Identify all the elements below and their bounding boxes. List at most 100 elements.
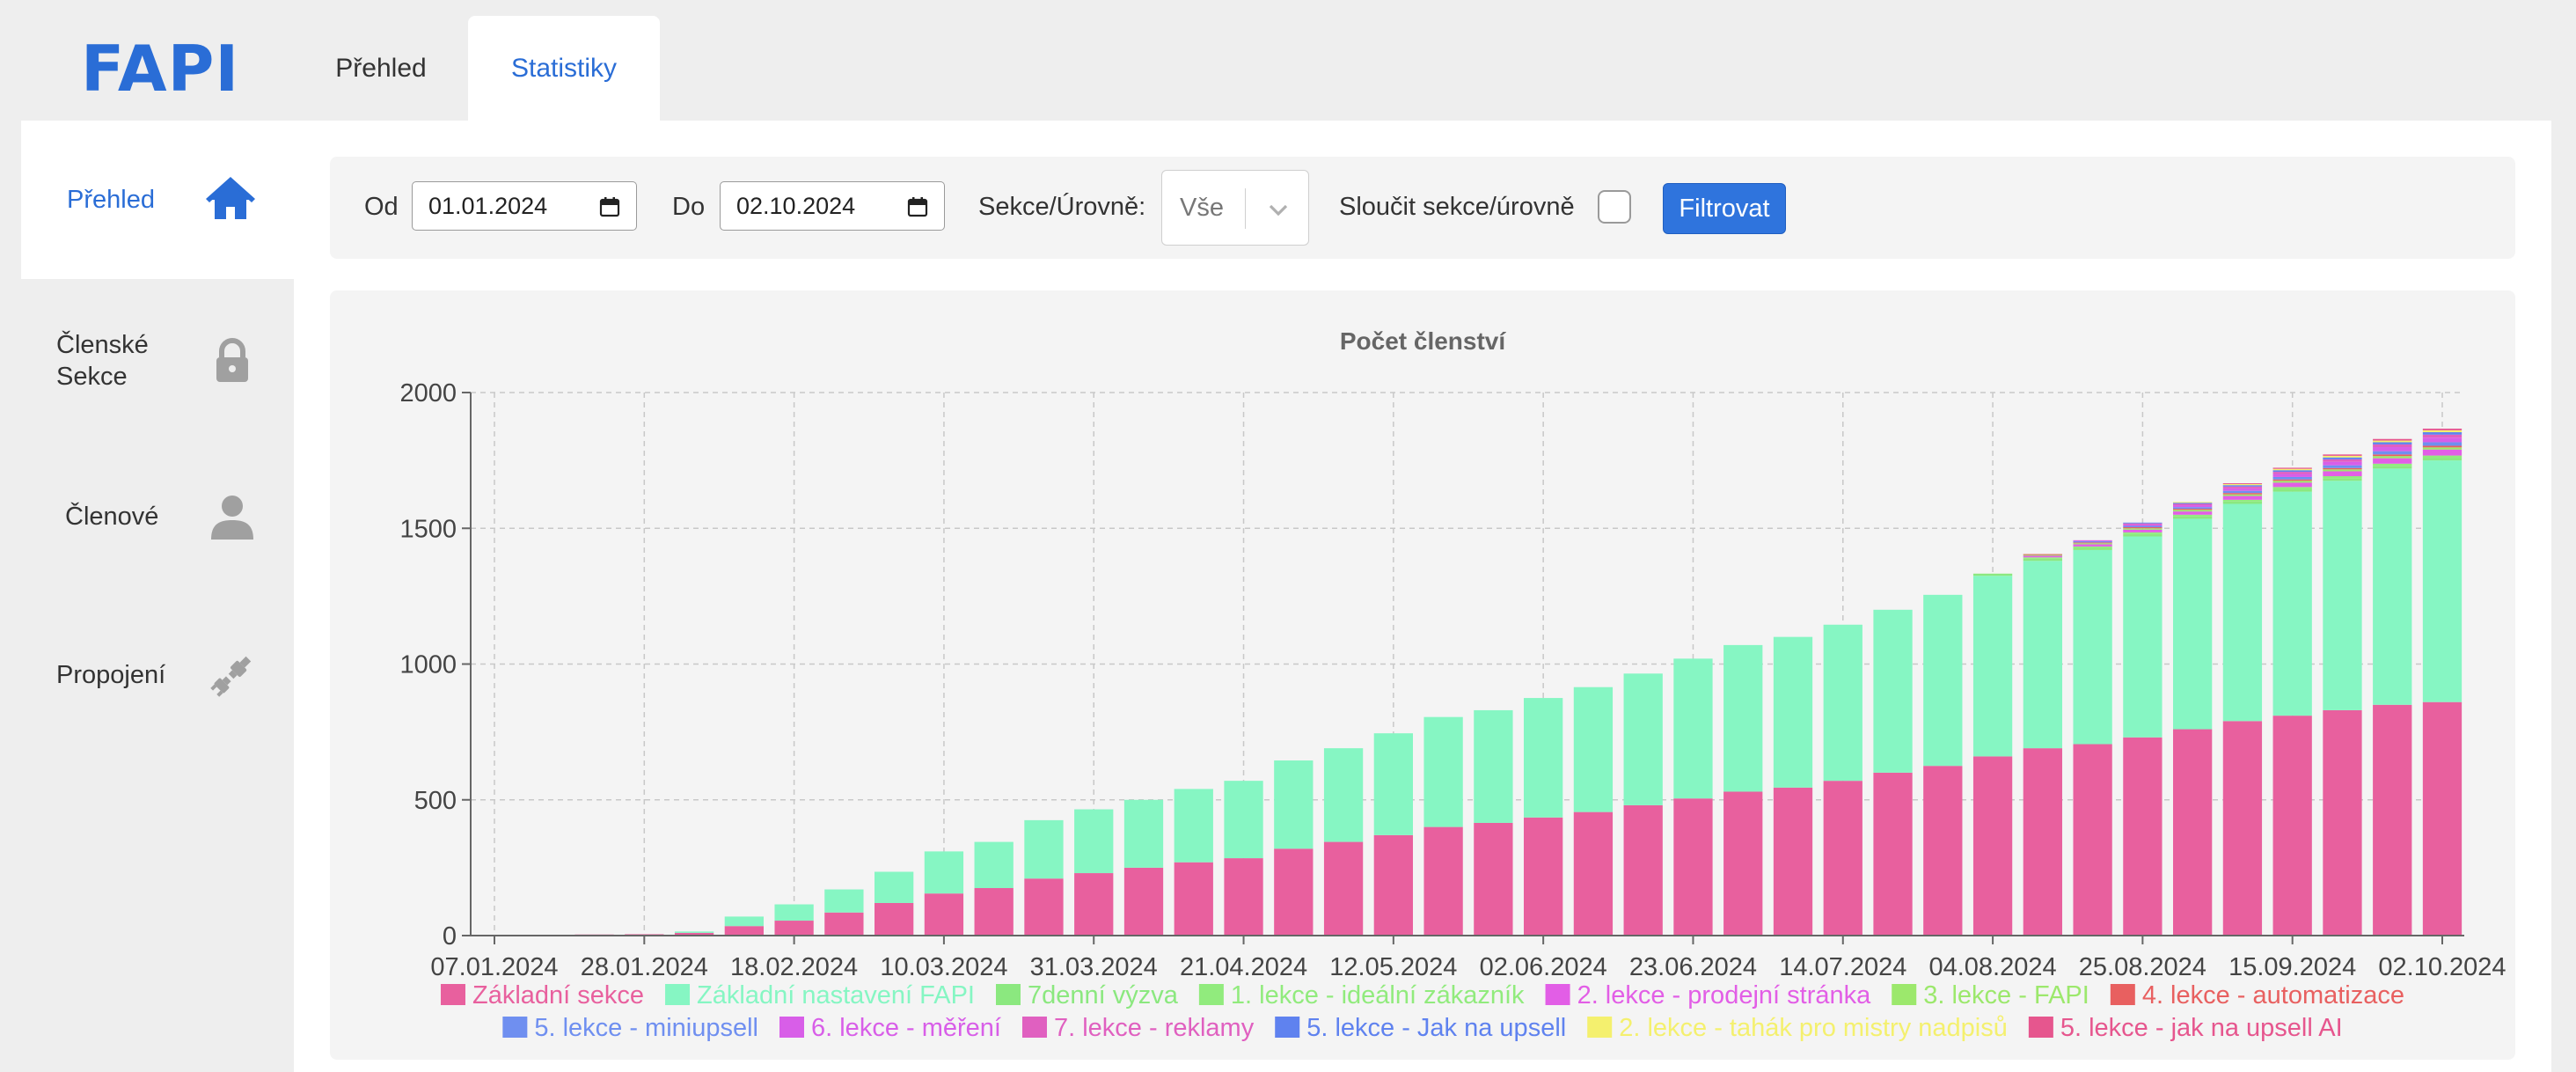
bar-segment[interactable] [2422, 449, 2463, 456]
bar-segment[interactable] [2222, 499, 2263, 502]
legend-item[interactable]: 3. lekce - FAPI [1892, 981, 2089, 1010]
legend-item[interactable]: 7. lekce - reklamy [1021, 1014, 1255, 1042]
bar-segment[interactable] [1074, 873, 1114, 936]
bar-segment[interactable] [2272, 467, 2312, 469]
bar-segment[interactable] [2373, 463, 2412, 466]
bar-segment[interactable] [2123, 524, 2163, 526]
bar-segment[interactable] [1123, 867, 1164, 936]
legend-item[interactable]: Základní nastavení FAPI [665, 981, 975, 1010]
bar-segment[interactable] [2422, 460, 2463, 702]
bar-segment[interactable] [2173, 514, 2213, 517]
legend-item[interactable]: 5. lekce - Jak na upsell [1275, 1014, 1566, 1042]
bar-segment[interactable] [2123, 737, 2163, 936]
bar-segment[interactable] [2073, 541, 2112, 543]
bar-segment[interactable] [1474, 709, 1513, 823]
bar-segment[interactable] [1723, 644, 1763, 792]
bar-segment[interactable] [2422, 445, 2463, 448]
bar-segment[interactable] [2422, 434, 2463, 438]
bar-segment[interactable] [2173, 509, 2213, 510]
bar-segment[interactable] [1923, 766, 1963, 936]
bar-segment[interactable] [2222, 485, 2263, 487]
bar-segment[interactable] [2173, 510, 2213, 512]
bar-segment[interactable] [875, 871, 914, 903]
bar-segment[interactable] [2073, 549, 2112, 745]
bar-segment[interactable] [2023, 555, 2062, 558]
bar-segment[interactable] [2023, 554, 2062, 556]
bar-segment[interactable] [2323, 478, 2362, 481]
bar-segment[interactable] [2422, 701, 2463, 936]
bar-segment[interactable] [1423, 826, 1463, 936]
bar-segment[interactable] [2073, 543, 2112, 545]
bar-segment[interactable] [2173, 518, 2213, 730]
bar-segment[interactable] [2422, 447, 2463, 450]
bar-segment[interactable] [2023, 748, 2062, 936]
bar-segment[interactable] [2272, 482, 2312, 488]
bar-segment[interactable] [1274, 848, 1314, 936]
bar-segment[interactable] [1673, 658, 1713, 799]
bar-segment[interactable] [2323, 709, 2362, 936]
bar-segment[interactable] [1623, 673, 1663, 805]
legend-item[interactable]: 2. lekce - prodejní stránka [1545, 981, 1872, 1010]
bar-segment[interactable] [2123, 527, 2163, 529]
bar-segment[interactable] [774, 921, 814, 936]
bar-segment[interactable] [2373, 438, 2412, 441]
bar-segment[interactable] [2222, 496, 2263, 500]
bar-segment[interactable] [2323, 457, 2362, 459]
bar-segment[interactable] [2073, 547, 2112, 550]
bar-segment[interactable] [1873, 772, 1913, 936]
bar-segment[interactable] [2023, 558, 2062, 562]
bar-segment[interactable] [2023, 554, 2062, 555]
bar-segment[interactable] [2222, 488, 2263, 491]
bar-segment[interactable] [1573, 811, 1614, 936]
bar-segment[interactable] [2073, 542, 2112, 544]
bar-segment[interactable] [2123, 528, 2163, 530]
legend-item[interactable]: 2. lekce - tahák pro mistry nadpisů [1587, 1014, 2008, 1042]
bar-segment[interactable] [2123, 525, 2163, 528]
bar-segment[interactable] [2272, 481, 2312, 483]
bar-segment[interactable] [1074, 809, 1114, 874]
bar-segment[interactable] [1373, 733, 1413, 835]
bar-segment[interactable] [2222, 503, 2263, 722]
bar-segment[interactable] [2272, 474, 2312, 477]
bar-segment[interactable] [2222, 721, 2263, 936]
bar-segment[interactable] [2323, 481, 2362, 710]
bar-segment[interactable] [2173, 507, 2213, 510]
bar-segment[interactable] [2373, 466, 2412, 469]
legend-item[interactable]: 7denní výzva [996, 981, 1179, 1010]
bar-segment[interactable] [1024, 819, 1064, 879]
bar-segment[interactable] [2123, 533, 2163, 537]
bar-segment[interactable] [1773, 787, 1813, 936]
bar-segment[interactable] [1323, 841, 1364, 936]
bar-segment[interactable] [924, 851, 964, 894]
bar-segment[interactable] [1823, 624, 1862, 782]
bar-segment[interactable] [2272, 476, 2312, 480]
bar-segment[interactable] [1673, 798, 1713, 936]
bar-segment[interactable] [2373, 447, 2412, 452]
bar-segment[interactable] [2222, 501, 2263, 504]
legend-item[interactable]: 1. lekce - ideální zákazník [1198, 981, 1525, 1010]
bar-segment[interactable] [2173, 503, 2213, 506]
calendar-icon[interactable] [907, 196, 928, 217]
bar-segment[interactable] [2123, 529, 2163, 532]
bar-segment[interactable] [2272, 487, 2312, 489]
bar-segment[interactable] [2272, 491, 2312, 716]
bar-segment[interactable] [2323, 465, 2362, 468]
bar-segment[interactable] [2323, 454, 2362, 456]
bar-segment[interactable] [2373, 442, 2412, 444]
bar-segment[interactable] [2123, 536, 2163, 738]
sidebar-item-propojeni[interactable]: Propojení [21, 596, 294, 754]
bar-segment[interactable] [2323, 471, 2362, 477]
bar-segment[interactable] [2422, 432, 2463, 435]
bar-segment[interactable] [2173, 729, 2213, 936]
bar-segment[interactable] [2023, 557, 2062, 559]
legend-item[interactable]: 5. lekce - miniupsell [502, 1014, 758, 1042]
bar-segment[interactable] [1323, 748, 1364, 842]
bar-segment[interactable] [2422, 455, 2463, 459]
bar-segment[interactable] [2173, 502, 2213, 503]
bar-segment[interactable] [2373, 468, 2412, 705]
to-date-input[interactable]: 02.10.2024 [720, 181, 945, 231]
bar-segment[interactable] [2272, 468, 2312, 471]
bar-segment[interactable] [1723, 791, 1763, 936]
bar-segment[interactable] [2272, 472, 2312, 474]
bar-segment[interactable] [2222, 494, 2263, 496]
